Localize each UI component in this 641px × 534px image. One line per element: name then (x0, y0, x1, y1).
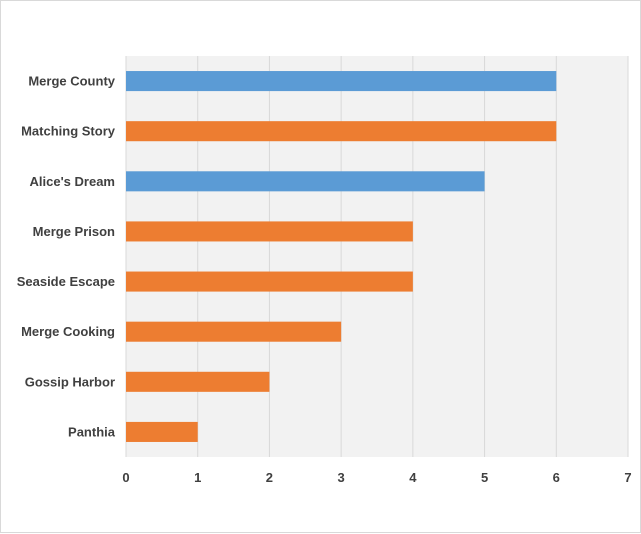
category-label: Gossip Harbor (25, 374, 115, 389)
category-label: Merge Prison (33, 224, 115, 239)
x-tick-label: 3 (338, 470, 345, 485)
bar (126, 171, 485, 192)
bar (126, 321, 342, 342)
bar (126, 421, 198, 442)
plot-area (126, 56, 628, 457)
x-tick-label: 2 (266, 470, 273, 485)
category-label: Panthia (68, 424, 116, 439)
bar (126, 121, 557, 142)
x-tick-label: 0 (122, 470, 129, 485)
category-label: Merge County (28, 74, 115, 89)
bar (126, 271, 413, 292)
bars (126, 71, 557, 442)
category-label: Matching Story (21, 124, 116, 139)
x-tick-label: 4 (409, 470, 417, 485)
category-label: Merge Cooking (21, 324, 115, 339)
x-tick-label: 6 (553, 470, 560, 485)
x-tick-label: 7 (624, 470, 631, 485)
bar (126, 221, 413, 242)
x-tick-label: 1 (194, 470, 201, 485)
x-tick-labels: 0 1 2 3 4 5 6 7 (122, 470, 631, 485)
x-tick-label: 5 (481, 470, 488, 485)
category-label: Seaside Escape (17, 274, 115, 289)
bar (126, 371, 270, 392)
category-labels: Merge County Matching Story Alice's Dream M… (17, 74, 116, 440)
bar (126, 71, 557, 92)
category-label: Alice's Dream (30, 174, 115, 189)
